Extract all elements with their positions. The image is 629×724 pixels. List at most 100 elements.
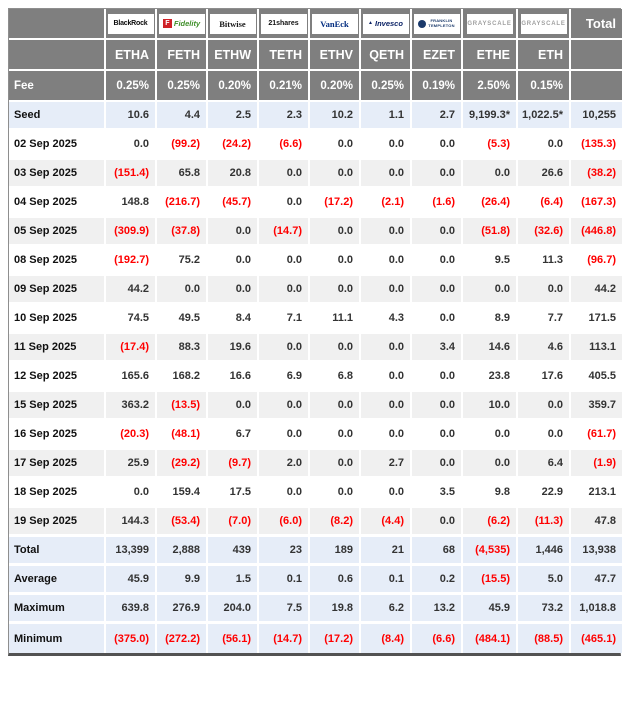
table-row: 10 Sep 2025 74.5 49.5 8.4 7.1 11.1 4.3 0.0 8.9 7.…: [9, 305, 622, 334]
value-cell: 23.8: [463, 363, 518, 392]
value-cell: 47.7: [571, 566, 622, 595]
value-cell: 3.4: [412, 334, 463, 363]
value-cell: 11.1: [310, 305, 361, 334]
value-cell: (56.1): [208, 624, 259, 653]
s21shares-wordmark: 21shares: [268, 20, 299, 27]
fee-ezet: 0.19%: [412, 71, 463, 102]
value-cell: 0.0: [106, 131, 157, 160]
value-cell: 0.0: [259, 189, 310, 218]
value-cell: 0.0: [310, 421, 361, 450]
value-cell: (1.9): [571, 450, 622, 479]
value-cell: 0.0: [310, 131, 361, 160]
value-cell: 6.2: [361, 595, 412, 624]
value-cell: (375.0): [106, 624, 157, 653]
value-cell: 6.4: [518, 450, 571, 479]
value-cell: 7.5: [259, 595, 310, 624]
value-cell: 9,199.3*: [463, 102, 518, 131]
value-cell: 0.0: [361, 392, 412, 421]
value-cell: 0.0: [310, 450, 361, 479]
value-cell: (26.4): [463, 189, 518, 218]
value-cell: 0.0: [518, 421, 571, 450]
row-label: 16 Sep 2025: [9, 421, 106, 450]
value-cell: 0.1: [259, 566, 310, 595]
value-cell: 0.0: [208, 276, 259, 305]
value-cell: 0.6: [310, 566, 361, 595]
value-cell: 0.0: [412, 160, 463, 189]
table-row: 08 Sep 2025 (192.7) 75.2 0.0 0.0 0.0 0.0 0.0 9.5…: [9, 247, 622, 276]
table-row: 18 Sep 2025 0.0 159.4 17.5 0.0 0.0 0.0 3.5 9.8 22…: [9, 479, 622, 508]
total-column-header: Total: [571, 9, 622, 40]
franklin-wordmark-line: FRANKLIN: [430, 18, 453, 23]
value-cell: (11.3): [518, 508, 571, 537]
value-cell: 74.5: [106, 305, 157, 334]
fidelity-wordmark: Fidelity: [173, 19, 201, 28]
value-cell: (37.8): [157, 218, 208, 247]
value-cell: 0.0: [106, 479, 157, 508]
value-cell: 0.0: [259, 160, 310, 189]
value-cell: 1,446: [518, 537, 571, 566]
ticker-ezet: EZET: [412, 40, 463, 71]
value-cell: 10,255: [571, 102, 622, 131]
value-cell: 0.0: [361, 247, 412, 276]
etf-flow-table-container: BlackRock F Fidelity Bitwise 21shares VanEck ▲…: [8, 8, 622, 656]
fee-qeth: 0.25%: [361, 71, 412, 102]
value-cell: (6.0): [259, 508, 310, 537]
value-cell: 25.9: [106, 450, 157, 479]
value-cell: (99.2): [157, 131, 208, 160]
row-label: 11 Sep 2025: [9, 334, 106, 363]
blackrock-logo-cell: BlackRock: [106, 9, 157, 40]
value-cell: 2.7: [412, 102, 463, 131]
fidelity-logo-cell: F Fidelity: [157, 9, 208, 40]
value-cell: 0.0: [208, 218, 259, 247]
table-row: 03 Sep 2025 (151.4) 65.8 20.8 0.0 0.0 0.0 0.0 0.…: [9, 160, 622, 189]
value-cell: (9.7): [208, 450, 259, 479]
ticker-ethe: ETHE: [463, 40, 518, 71]
value-cell: 0.0: [361, 479, 412, 508]
value-cell: 363.2: [106, 392, 157, 421]
value-cell: 19.8: [310, 595, 361, 624]
row-label: 10 Sep 2025: [9, 305, 106, 334]
value-cell: (20.3): [106, 421, 157, 450]
value-cell: 0.0: [412, 276, 463, 305]
value-cell: (45.7): [208, 189, 259, 218]
value-cell: 2.3: [259, 102, 310, 131]
table-row: Total 13,399 2,888 439 23 189 21 68 (4,535) 1,446…: [9, 537, 622, 566]
blackrock-logo-icon: BlackRock: [107, 13, 154, 34]
value-cell: 439: [208, 537, 259, 566]
vaneck-logo-icon: VanEck: [311, 13, 358, 34]
value-cell: 0.0: [208, 392, 259, 421]
table-row: Average 45.9 9.9 1.5 0.1 0.6 0.1 0.2 (15.5) 5.0 47…: [9, 566, 622, 595]
value-cell: 65.8: [157, 160, 208, 189]
row-label: 03 Sep 2025: [9, 160, 106, 189]
value-cell: 9.5: [463, 247, 518, 276]
value-cell: 0.0: [259, 247, 310, 276]
table-header: BlackRock F Fidelity Bitwise 21shares VanEck ▲…: [9, 9, 622, 102]
row-label: Minimum: [9, 624, 106, 653]
fidelity-f-mark-icon: F: [162, 19, 172, 28]
fee-eth: 0.15%: [518, 71, 571, 102]
value-cell: 16.6: [208, 363, 259, 392]
value-cell: 2,888: [157, 537, 208, 566]
value-cell: 4.4: [157, 102, 208, 131]
grayscale-wordmark: GRAYSCALE: [467, 20, 512, 27]
value-cell: 0.0: [463, 450, 518, 479]
row-label: Average: [9, 566, 106, 595]
value-cell: 1.1: [361, 102, 412, 131]
value-cell: 171.5: [571, 305, 622, 334]
value-cell: 0.0: [208, 247, 259, 276]
value-cell: 0.0: [412, 218, 463, 247]
value-cell: 13,399: [106, 537, 157, 566]
fee-row-label: Fee: [9, 71, 106, 102]
ticker-feth: FETH: [157, 40, 208, 71]
ticker-total-empty-cell: [571, 40, 622, 71]
value-cell: 148.8: [106, 189, 157, 218]
value-cell: (5.3): [463, 131, 518, 160]
value-cell: (216.7): [157, 189, 208, 218]
value-cell: 0.0: [157, 276, 208, 305]
invesco-logo-icon: ▲ Invesco: [362, 13, 409, 34]
value-cell: 0.0: [463, 160, 518, 189]
value-cell: 45.9: [463, 595, 518, 624]
value-cell: 6.7: [208, 421, 259, 450]
value-cell: 0.0: [361, 363, 412, 392]
value-cell: 0.0: [463, 276, 518, 305]
